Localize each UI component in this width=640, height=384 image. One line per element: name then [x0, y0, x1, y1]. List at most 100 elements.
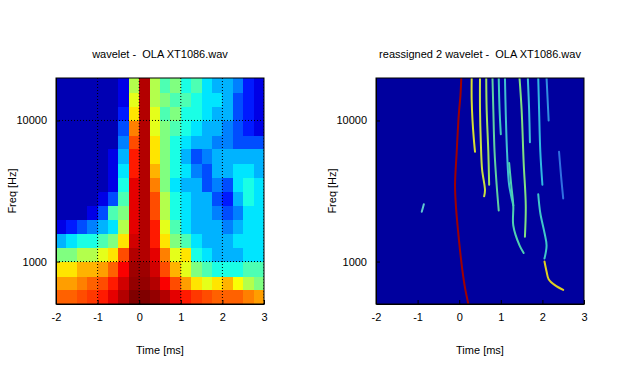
- heatmap-cell: [87, 205, 98, 220]
- heatmap-cell: [233, 163, 244, 178]
- heatmap-cell: [222, 149, 233, 164]
- heatmap-cell: [150, 106, 161, 121]
- heatmap-cell: [108, 163, 119, 178]
- heatmap-cell: [56, 247, 67, 262]
- heatmap-cell: [254, 219, 264, 234]
- heatmap-cell: [202, 106, 213, 121]
- y-axis-title: Freq [Hz]: [326, 168, 338, 213]
- heatmap-cell: [77, 78, 88, 93]
- heatmap-cell: [139, 78, 150, 93]
- tick-mark: [139, 300, 140, 304]
- heatmap-cell: [212, 92, 223, 106]
- tick-mark: [418, 300, 419, 304]
- grid-line: [97, 78, 98, 304]
- heatmap-cell: [233, 135, 244, 149]
- heatmap-cell: [202, 191, 213, 206]
- heatmap-cell: [212, 219, 223, 234]
- grid-line: [56, 78, 57, 304]
- heatmap-cell: [243, 120, 254, 135]
- heatmap-cell: [87, 135, 98, 149]
- heatmap-cell: [160, 262, 171, 277]
- heatmap-cell: [98, 149, 109, 164]
- tick-label: 2: [540, 311, 546, 323]
- heatmap-cell: [150, 276, 161, 290]
- heatmap-cell: [139, 177, 150, 192]
- heatmap-cell: [87, 219, 98, 234]
- heatmap-cell: [254, 163, 264, 178]
- figure: -2-10123100010000wavelet - OLA XT1086.wa…: [0, 0, 640, 384]
- heatmap-cell: [212, 276, 223, 290]
- heatmap-cell: [243, 219, 254, 234]
- heatmap-cell: [233, 177, 244, 192]
- heatmap-cell: [150, 290, 161, 304]
- heatmap-cell: [160, 205, 171, 220]
- heatmap-cell: [202, 234, 213, 248]
- heatmap-cell: [139, 135, 150, 149]
- tick-mark: [376, 262, 380, 263]
- heatmap-cell: [243, 234, 254, 248]
- heatmap-cell: [233, 149, 244, 164]
- heatmap-cell: [139, 92, 150, 106]
- heatmap-cell: [254, 276, 264, 290]
- heatmap-cell: [108, 135, 119, 149]
- y-axis: 100010000: [336, 79, 380, 305]
- heatmap-cell: [56, 78, 67, 93]
- heatmap-cell: [243, 290, 254, 304]
- heatmap-cell: [139, 149, 150, 164]
- heatmap-cell: [222, 92, 233, 106]
- heatmap-cell: [222, 276, 233, 290]
- heatmap-cell: [160, 219, 171, 234]
- heatmap-cell: [212, 135, 223, 149]
- heatmap-cell: [98, 262, 109, 277]
- heatmap-cell: [56, 234, 67, 248]
- heatmap-cell: [191, 290, 202, 304]
- heatmap-cell: [150, 247, 161, 262]
- heatmap-cell: [212, 149, 223, 164]
- tick-label: 1000: [23, 256, 47, 268]
- heatmap-cell: [191, 149, 202, 164]
- heatmap-cell: [118, 290, 129, 304]
- heatmap-cell: [129, 120, 140, 135]
- heatmap-cell: [139, 247, 150, 262]
- heatmap-cell: [98, 106, 109, 121]
- heatmap-cell: [87, 262, 98, 277]
- y-axis: 1000 10000: [16, 79, 60, 305]
- heatmap-cell: [66, 219, 77, 234]
- heatmap-cell: [118, 120, 129, 135]
- ridge-line: [509, 163, 524, 253]
- tick-label: 2: [220, 311, 226, 323]
- marks: [422, 78, 563, 304]
- heatmap-cell: [129, 177, 140, 192]
- heatmap-cell: [243, 276, 254, 290]
- ridge-line: [480, 78, 485, 196]
- heatmap-cell: [77, 163, 88, 178]
- heatmap-cell: [222, 234, 233, 248]
- heatmap-cell: [87, 247, 98, 262]
- grid-line: [222, 78, 223, 304]
- heatmap-cell: [222, 163, 233, 178]
- tick-label: 0: [137, 311, 143, 323]
- heatmap-cell: [108, 247, 119, 262]
- tick: 10000: [16, 114, 60, 126]
- heatmap-cell: [139, 219, 150, 234]
- heatmap-cell: [129, 135, 140, 149]
- heatmap-cell: [243, 78, 254, 93]
- heatmap-cell: [222, 106, 233, 121]
- tick-mark: [56, 120, 60, 121]
- heatmap-cell: [66, 78, 77, 93]
- heatmap-cell: [202, 135, 213, 149]
- heatmap-cell: [254, 106, 264, 121]
- axis-line: [376, 79, 377, 305]
- heatmap-cell: [254, 177, 264, 192]
- tick-label: 10000: [336, 114, 367, 126]
- heatmap-cell: [56, 149, 67, 164]
- heatmap-cell: [212, 78, 223, 93]
- heatmap-cell: [191, 276, 202, 290]
- heatmap-cell: [150, 234, 161, 248]
- heatmap-cell: [129, 205, 140, 220]
- heatmap-cell: [202, 205, 213, 220]
- heatmap-cell: [191, 163, 202, 178]
- tick-label: 3: [261, 311, 267, 323]
- heatmap-cell: [56, 276, 67, 290]
- heatmap-cell: [118, 149, 129, 164]
